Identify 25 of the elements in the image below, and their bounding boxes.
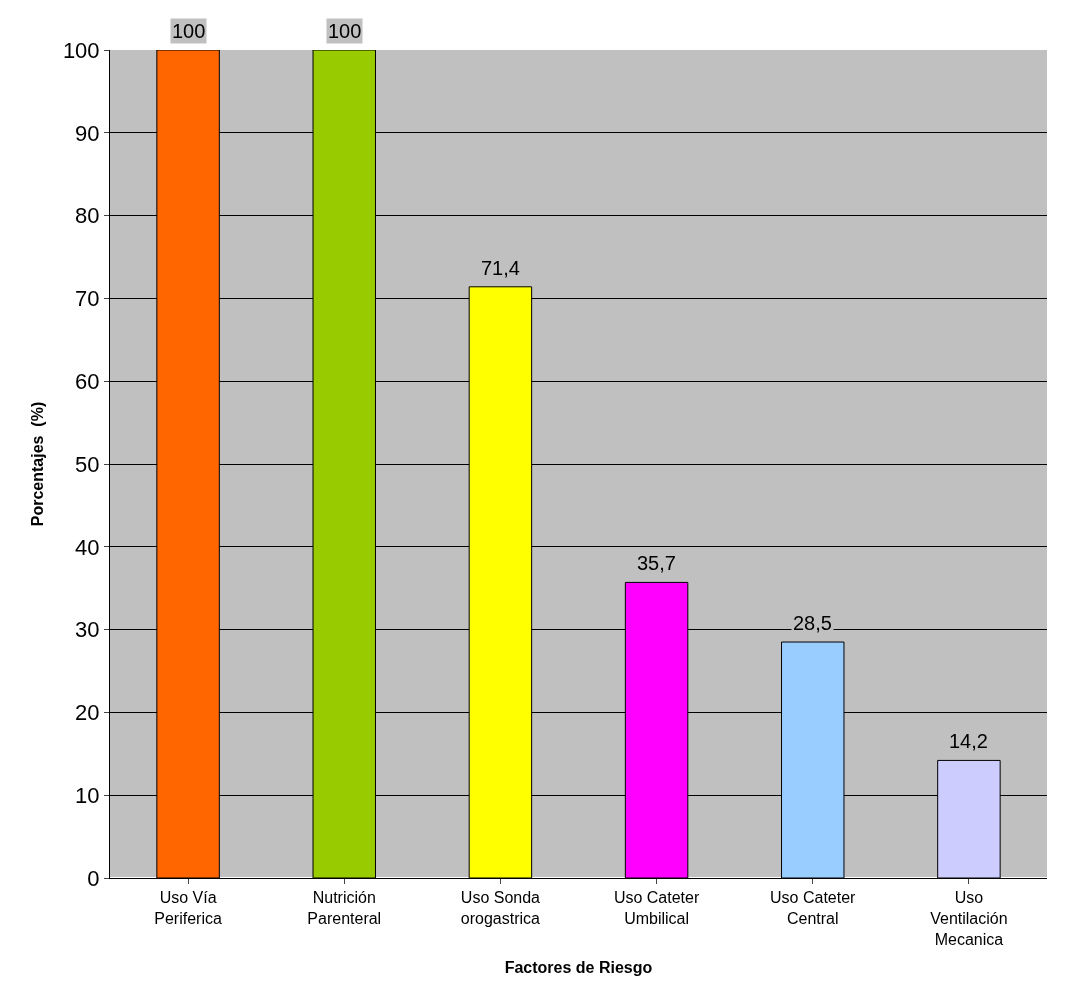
x-tick-label: Nutrición Parenteral: [307, 889, 382, 927]
data-label: 35,7: [637, 552, 676, 574]
y-tick-label: 100: [62, 37, 100, 63]
y-tick-label: 80: [75, 203, 100, 229]
x-tick-label: Uso Cateter Umbilical: [613, 889, 700, 927]
data-label: 100: [328, 20, 362, 42]
y-tick-label: 10: [75, 782, 100, 808]
y-tick-label: 30: [75, 617, 100, 643]
data-label: 28,5: [793, 612, 832, 634]
x-tick-label: Uso Sonda orogastrica: [460, 889, 541, 927]
y-tick-label: 50: [75, 451, 100, 477]
y-tick-label: 40: [75, 534, 100, 560]
y-tick-label: 90: [75, 120, 100, 146]
x-axis-title: Factores de Riesgo: [504, 959, 653, 977]
data-label: 71,4: [481, 257, 520, 279]
y-tick-label: 70: [75, 286, 100, 312]
data-label: 100: [172, 20, 206, 42]
x-tick-label: Uso Vía Periferica: [154, 889, 222, 927]
x-tick-label: Uso Ventilación Mecanica: [930, 889, 1008, 948]
y-tick-label: 20: [75, 700, 100, 726]
y-tick-label: 0: [87, 865, 100, 891]
y-axis-title: Porcentajes (%): [28, 401, 46, 527]
y-tick-label: 60: [75, 368, 100, 394]
data-label: 14,2: [949, 730, 988, 752]
x-tick-label: Uso Cateter Central: [770, 889, 857, 927]
